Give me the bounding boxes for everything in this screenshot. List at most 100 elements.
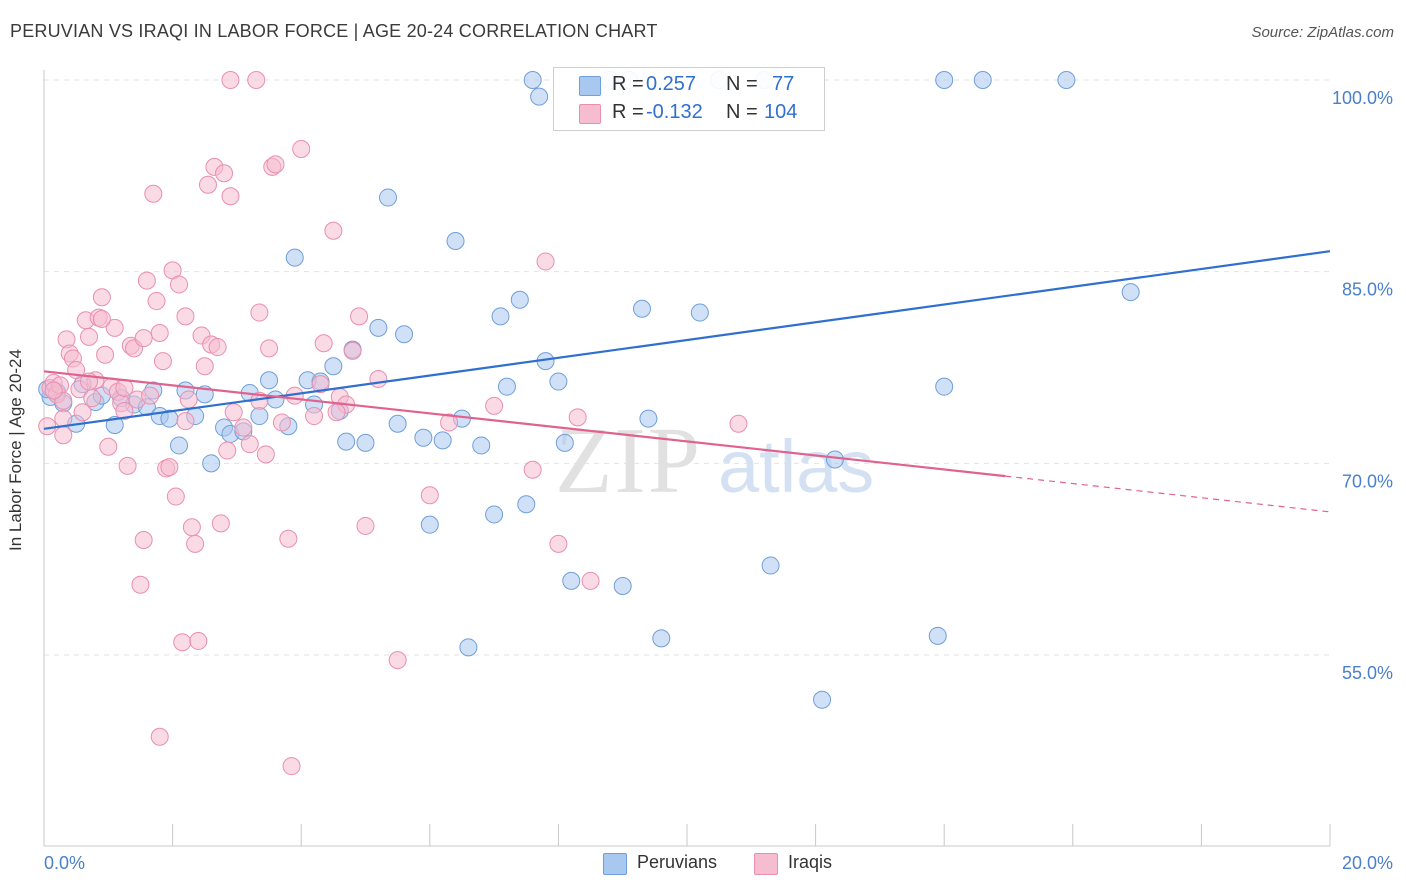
- iraqi-point: [166, 487, 185, 506]
- iraqi-point: [195, 357, 214, 376]
- peruvian-point: [337, 432, 356, 451]
- peruvian-point: [379, 188, 398, 207]
- iraqi-point: [134, 531, 153, 549]
- iraqi-point: [279, 529, 298, 548]
- iraqi-point: [170, 275, 189, 294]
- iraqi-point: [99, 437, 118, 456]
- peruvian-point: [523, 71, 542, 89]
- iraqi-trend-line: [43, 370, 1006, 478]
- iraqi-point: [292, 140, 311, 158]
- peruvian-point: [388, 414, 407, 433]
- peruvian-point: [825, 450, 844, 469]
- iraqi-point: [305, 407, 324, 426]
- iraqi-trend-extension: [1005, 475, 1331, 513]
- iraqi-point: [440, 413, 459, 432]
- iraqi-point: [83, 389, 102, 408]
- iraqi-point: [80, 327, 99, 346]
- peruvian-point: [170, 436, 189, 455]
- y-tick-label: 70.0%: [1342, 471, 1393, 491]
- iraqi-point: [215, 164, 234, 183]
- peruvian-point: [632, 299, 651, 318]
- iraqi-point: [260, 339, 279, 358]
- iraqi-point: [314, 334, 333, 353]
- grid-lines: [44, 79, 1330, 656]
- iraqi-point: [369, 370, 388, 388]
- y-tick-label: 55.0%: [1342, 663, 1393, 683]
- peruvian-point: [420, 515, 439, 534]
- peruvian-point: [324, 357, 343, 376]
- n-label: N =: [726, 73, 758, 95]
- iraqi-point: [218, 441, 237, 460]
- iraqi-point: [118, 456, 137, 475]
- series-legend: Peruvians Iraqis: [0, 851, 1406, 879]
- iraqi-point: [485, 396, 504, 415]
- y-axis-label: In Labor Force | Age 20-24: [6, 349, 25, 551]
- iraqi-point: [523, 460, 542, 479]
- peruvian-point: [414, 428, 433, 447]
- peruvian-point: [202, 454, 221, 473]
- source-label: Source: ZipAtlas.com: [1251, 24, 1394, 41]
- iraqi-point: [176, 412, 195, 431]
- y-tick-label: 100.0%: [1332, 88, 1393, 108]
- iraqi-point: [179, 390, 198, 409]
- iraqi-point: [250, 303, 269, 322]
- iraqi-point: [153, 352, 172, 371]
- r-value: -0.132: [646, 101, 703, 123]
- stats-legend: R = 0.257 N = 77 R = -0.132 N = 104: [553, 67, 825, 131]
- iraqi-point: [256, 445, 275, 464]
- iraqi-point: [105, 318, 124, 337]
- peruvian-trend-line: [43, 250, 1331, 430]
- iraqi-point: [324, 221, 343, 240]
- iraqi-point: [549, 534, 568, 553]
- n-label: N =: [726, 101, 758, 123]
- peruvian-point: [285, 248, 304, 267]
- peruvian-point: [935, 71, 954, 89]
- iraqi-point: [211, 514, 230, 533]
- peruvian-point: [491, 307, 510, 326]
- legend-label-peruvians: Peruvians: [637, 852, 718, 872]
- peruvian-point: [510, 290, 529, 309]
- peruvian-point: [260, 371, 279, 390]
- peruvian-point: [562, 571, 581, 590]
- peruvian-point: [459, 638, 478, 657]
- iraqi-point: [38, 417, 57, 436]
- x-tick-label: 0.0%: [44, 853, 85, 873]
- iraqi-point: [131, 575, 150, 594]
- iraqi-point: [327, 403, 346, 422]
- x-tick-label: 20.0%: [1342, 853, 1393, 873]
- iraqi-point: [92, 309, 111, 328]
- iraqi-point: [147, 292, 166, 311]
- peruvian-point: [369, 318, 388, 337]
- axes: [43, 70, 1331, 847]
- peruvian-point: [549, 372, 568, 391]
- iraqi-point: [266, 155, 285, 174]
- peruvians-swatch: [579, 76, 601, 96]
- iraqi-point: [186, 534, 205, 553]
- r-value: 0.257: [646, 73, 697, 95]
- iraqi-point: [73, 403, 92, 422]
- iraqi-point: [350, 307, 369, 326]
- iraqi-point: [208, 338, 227, 357]
- iraqi-point: [581, 571, 600, 590]
- iraqi-point: [224, 403, 243, 422]
- r-label: R =: [612, 73, 644, 95]
- peruvian-point: [813, 690, 832, 709]
- peruvian-point: [433, 431, 452, 450]
- iraqi-point: [272, 413, 291, 432]
- peruvian-point: [1057, 71, 1076, 89]
- stats-row-peruvians: R = 0.257 N = 77: [554, 71, 824, 101]
- iraqi-point: [176, 307, 195, 326]
- peruvian-point: [928, 626, 947, 645]
- peruvian-point: [266, 390, 285, 409]
- r-label: R =: [612, 101, 644, 123]
- watermark-atlas: atlas: [718, 425, 874, 508]
- iraqi-point: [141, 386, 160, 405]
- iraqi-point: [221, 71, 240, 89]
- watermark: ZIP atlas: [555, 409, 874, 513]
- iraqi-point: [160, 458, 179, 477]
- peruvian-point: [639, 409, 658, 428]
- chart-title: PERUVIAN VS IRAQI IN LABOR FORCE | AGE 2…: [10, 21, 658, 41]
- iraqi-point: [150, 727, 169, 746]
- peruvian-point: [652, 629, 671, 648]
